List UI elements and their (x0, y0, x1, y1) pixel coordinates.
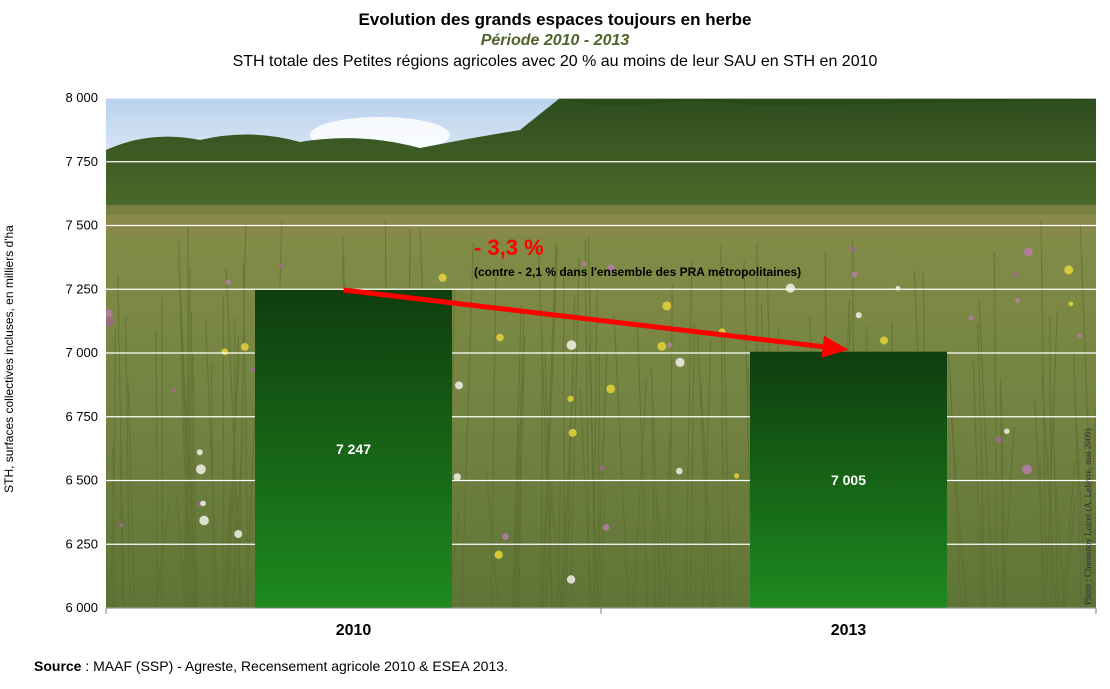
arrow-shaft (343, 287, 823, 350)
chart-subtitle: Période 2010 - 2013 (480, 32, 630, 49)
bars: 7 247 7 005 (255, 290, 947, 608)
source-label: Source (34, 658, 82, 674)
y-tick-label: 6 250 (65, 536, 98, 551)
data-label-2013: 7 005 (831, 472, 866, 488)
y-tick-label: 8 000 (65, 90, 98, 105)
y-tick-label: 6 000 (65, 600, 98, 615)
y-tick-label: 7 000 (65, 345, 98, 360)
y-tick-label: 6 500 (65, 473, 98, 488)
source-text: : MAAF (SSP) - Agreste, Recensement agri… (81, 658, 508, 674)
y-tick-label: 7 500 (65, 218, 98, 233)
y-tick-label: 7 750 (65, 154, 98, 169)
annotation-percent: - 3,3 % (474, 235, 544, 260)
y-tick-label: 7 250 (65, 281, 98, 296)
trend-arrow (343, 287, 849, 358)
bar-2010 (255, 290, 452, 608)
y-axis-ticks: 6 000 6 250 6 500 6 750 7 000 7 250 7 500 7 750… (65, 90, 98, 615)
bar-chart: 6 000 6 250 6 500 6 750 7 000 7 250 7 500 7 750… (65, 90, 1097, 639)
y-tick-label: 6 750 (65, 409, 98, 424)
chart-title: Evolution des grands espaces toujours en… (358, 10, 752, 29)
x-tick-label: 2013 (831, 622, 867, 639)
photo-credit: Photo : Chantenoy Loiret (A. Lefèvre, ma… (1083, 428, 1093, 605)
arrow-head (821, 335, 849, 358)
x-tick-label: 2010 (336, 622, 372, 639)
x-axis: 2010 2013 (105, 607, 1097, 639)
bar-2013 (750, 351, 947, 608)
data-label-2010: 7 247 (336, 441, 371, 457)
source-note: Source : MAAF (SSP) - Agreste, Recenseme… (34, 658, 508, 674)
annotation-comparison: (contre - 2,1 % dans l'ensemble des PRA … (474, 265, 801, 279)
chart-description: STH totale des Petites régions agricoles… (232, 53, 878, 70)
